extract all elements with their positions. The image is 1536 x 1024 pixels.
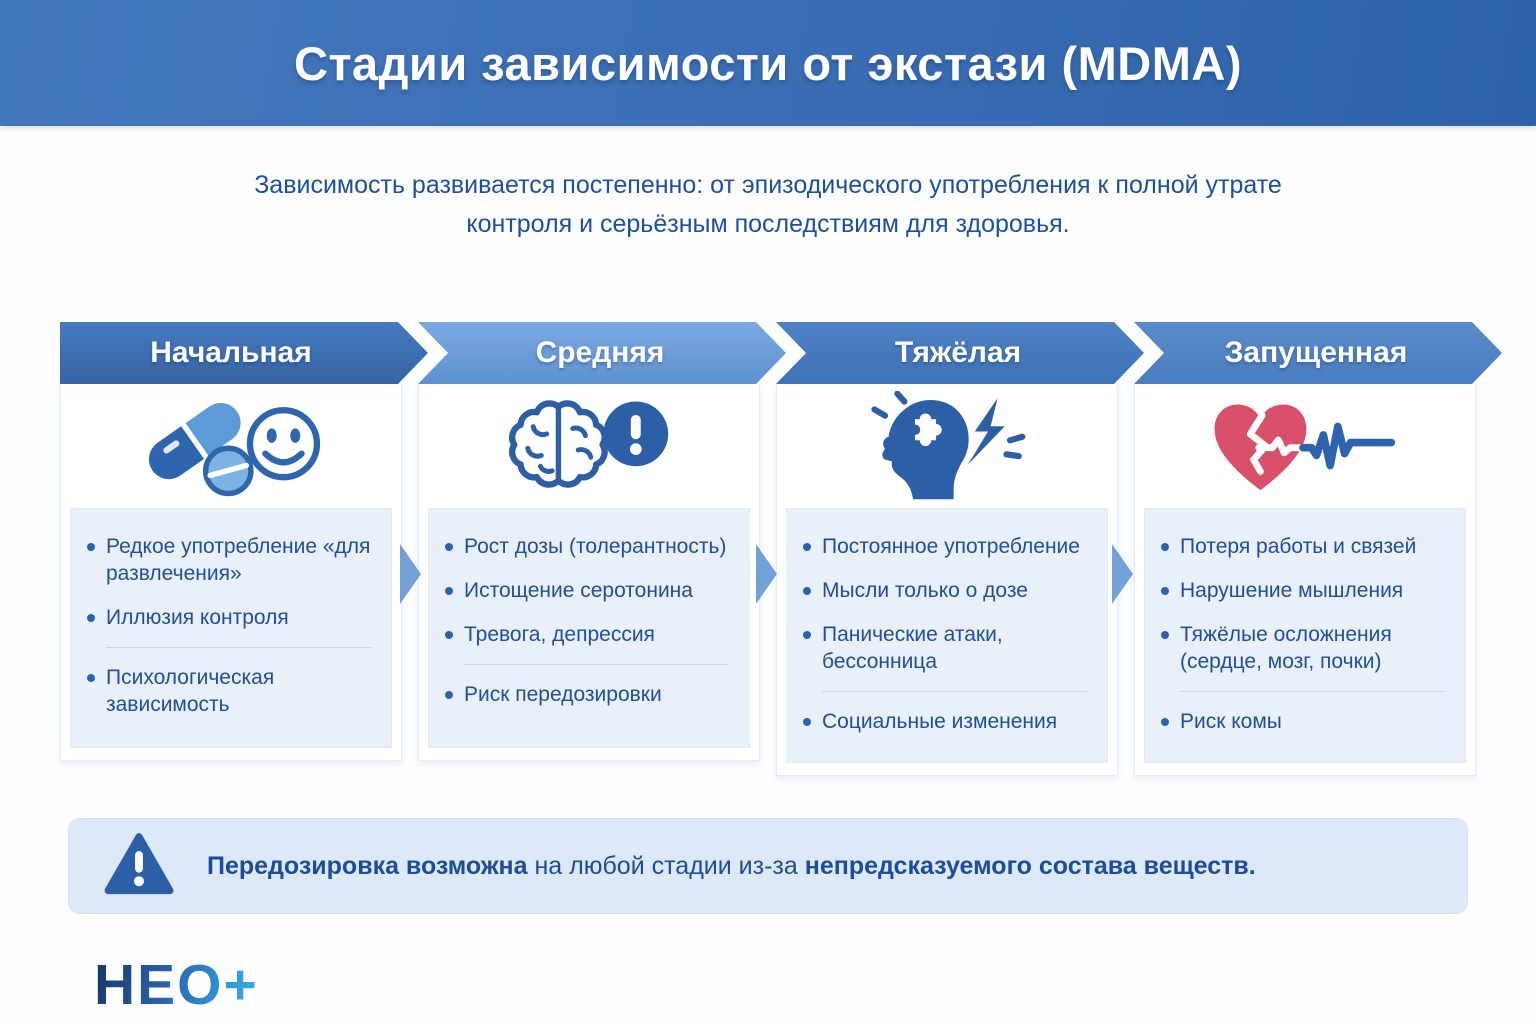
bullet-dot	[445, 543, 453, 551]
intro-text: Зависимость развивается постепенно: от э…	[0, 166, 1536, 244]
stage-severe-card: Постоянное употребление Мысли только о д…	[776, 384, 1118, 776]
list-item-text: Социальные изменения	[822, 710, 1058, 733]
list-item: Потеря работы и связей	[1161, 533, 1449, 560]
bullet-dot	[445, 587, 453, 595]
stage-arrow-icon	[400, 544, 421, 604]
warning-text-bold: непредсказуемого состава веществ.	[804, 851, 1256, 880]
stage-initial-title: Начальная	[150, 336, 312, 369]
bullet-dot	[1161, 631, 1169, 639]
bullet-dot	[803, 543, 811, 551]
list-item-text: Тревога, депрессия	[464, 623, 655, 646]
list-item: Постоянное употребление	[803, 533, 1091, 560]
bullet-dot	[87, 674, 95, 682]
list-item: Социальные изменения	[803, 708, 1091, 735]
list-divider	[1180, 691, 1445, 692]
intro-line-2: контроля и серьёзным последствиям для зд…	[466, 210, 1070, 238]
stage-initial-list: Редкое употребление «для развлечения» Ил…	[70, 508, 392, 748]
stage-middle-banner: Средняя	[418, 322, 786, 384]
page-title: Стадии зависимости от экстази (MDMA)	[294, 36, 1242, 90]
warning-text-regular: на любой стадии из-за	[527, 851, 805, 880]
list-item-text: Психологическая зависимость	[106, 666, 275, 716]
list-item-text: Риск комы	[1180, 710, 1282, 733]
list-item: Истощение серотонина	[445, 577, 733, 604]
list-item-text: Потеря работы и связей	[1180, 535, 1417, 558]
list-item: Редкое употребление «для развлечения»	[87, 533, 375, 587]
list-item-text: Нарушение мышления	[1180, 579, 1404, 602]
stage-initial-banner: Начальная	[60, 322, 428, 384]
list-item: Рост дозы (толерантность)	[445, 533, 733, 560]
stage-initial: Начальная	[60, 322, 402, 776]
head-lightning-icon	[777, 384, 1117, 508]
bullet-dot	[1161, 587, 1169, 595]
list-item-text: Редкое употребление «для развлечения»	[106, 535, 371, 585]
stage-middle-card: Рост дозы (толерантность) Истощение серо…	[418, 384, 760, 761]
stage-middle-title: Средняя	[535, 336, 665, 369]
stage-severe-list: Постоянное употребление Мысли только о д…	[786, 508, 1108, 763]
list-item: Риск передозировки	[445, 681, 733, 708]
bullet-dot	[803, 631, 811, 639]
header-bar: Стадии зависимости от экстази (MDMA)	[0, 0, 1536, 126]
bullet-dot	[1161, 718, 1169, 726]
list-item-text: Истощение серотонина	[464, 579, 693, 602]
list-item-text: Риск передозировки	[464, 683, 662, 706]
stage-advanced-card: Потеря работы и связей Нарушение мышлени…	[1134, 384, 1476, 776]
stage-severe-title: Тяжёлая	[894, 336, 1022, 369]
neo-plus-logo: НЕО+	[94, 953, 259, 1017]
warning-text-bold: Передозировка возможна	[207, 851, 528, 880]
bullet-dot	[803, 718, 811, 726]
brain-alert-icon	[419, 384, 759, 508]
broken-heart-ekg-icon	[1135, 384, 1475, 508]
list-divider	[822, 691, 1087, 692]
intro-line-1: Зависимость развивается постепенно: от э…	[254, 171, 1282, 199]
list-item: Мысли только о дозе	[803, 577, 1091, 604]
list-item: Тяжёлые осложнения (сердце, мозг, почки)	[1161, 621, 1449, 675]
list-item: Нарушение мышления	[1161, 577, 1449, 604]
pills-smiley-icon	[61, 384, 401, 508]
warning-text: Передозировка возможна на любой стадии и…	[207, 852, 1256, 881]
bullet-dot	[87, 543, 95, 551]
list-divider	[464, 664, 729, 665]
bullet-dot	[1161, 543, 1169, 551]
list-item-text: Иллюзия контроля	[106, 606, 289, 629]
list-item-text: Рост дозы (толерантность)	[464, 535, 727, 558]
list-item: Риск комы	[1161, 708, 1449, 735]
list-item: Тревога, депрессия	[445, 621, 733, 648]
stage-middle: Средняя Рост дозы (толерантность)	[418, 322, 760, 776]
stage-advanced-list: Потеря работы и связей Нарушение мышлени…	[1144, 508, 1466, 763]
list-item-text: Постоянное употребление	[822, 535, 1080, 558]
bullet-dot	[803, 587, 811, 595]
bullet-dot	[445, 691, 453, 699]
list-item-text: Панические атаки, бессонница	[822, 623, 1003, 673]
bullet-dot	[87, 614, 95, 622]
bullet-dot	[445, 631, 453, 639]
list-item: Панические атаки, бессонница	[803, 621, 1091, 675]
stage-advanced-title: Запущенная	[1224, 336, 1408, 369]
stage-advanced: Запущенная Потеря работы и связей Нару	[1134, 322, 1476, 776]
stages-row: Начальная	[60, 322, 1476, 776]
stage-advanced-banner: Запущенная	[1134, 322, 1502, 384]
list-divider	[106, 647, 371, 648]
stage-severe-banner: Тяжёлая	[776, 322, 1144, 384]
stage-middle-list: Рост дозы (толерантность) Истощение серо…	[428, 508, 750, 748]
list-item-text: Мысли только о дозе	[822, 579, 1028, 602]
stage-initial-card: Редкое употребление «для развлечения» Ил…	[60, 384, 402, 761]
list-item: Иллюзия контроля	[87, 604, 375, 631]
stage-severe: Тяжёлая Постоянное употребление	[776, 322, 1118, 776]
stage-arrow-icon	[756, 544, 777, 604]
list-item-text: Тяжёлые осложнения (сердце, мозг, почки)	[1180, 623, 1392, 673]
stage-arrow-icon	[1112, 544, 1133, 604]
warning-banner: Передозировка возможна на любой стадии и…	[68, 818, 1468, 914]
list-item: Психологическая зависимость	[87, 664, 375, 718]
warning-triangle-icon	[103, 831, 175, 902]
